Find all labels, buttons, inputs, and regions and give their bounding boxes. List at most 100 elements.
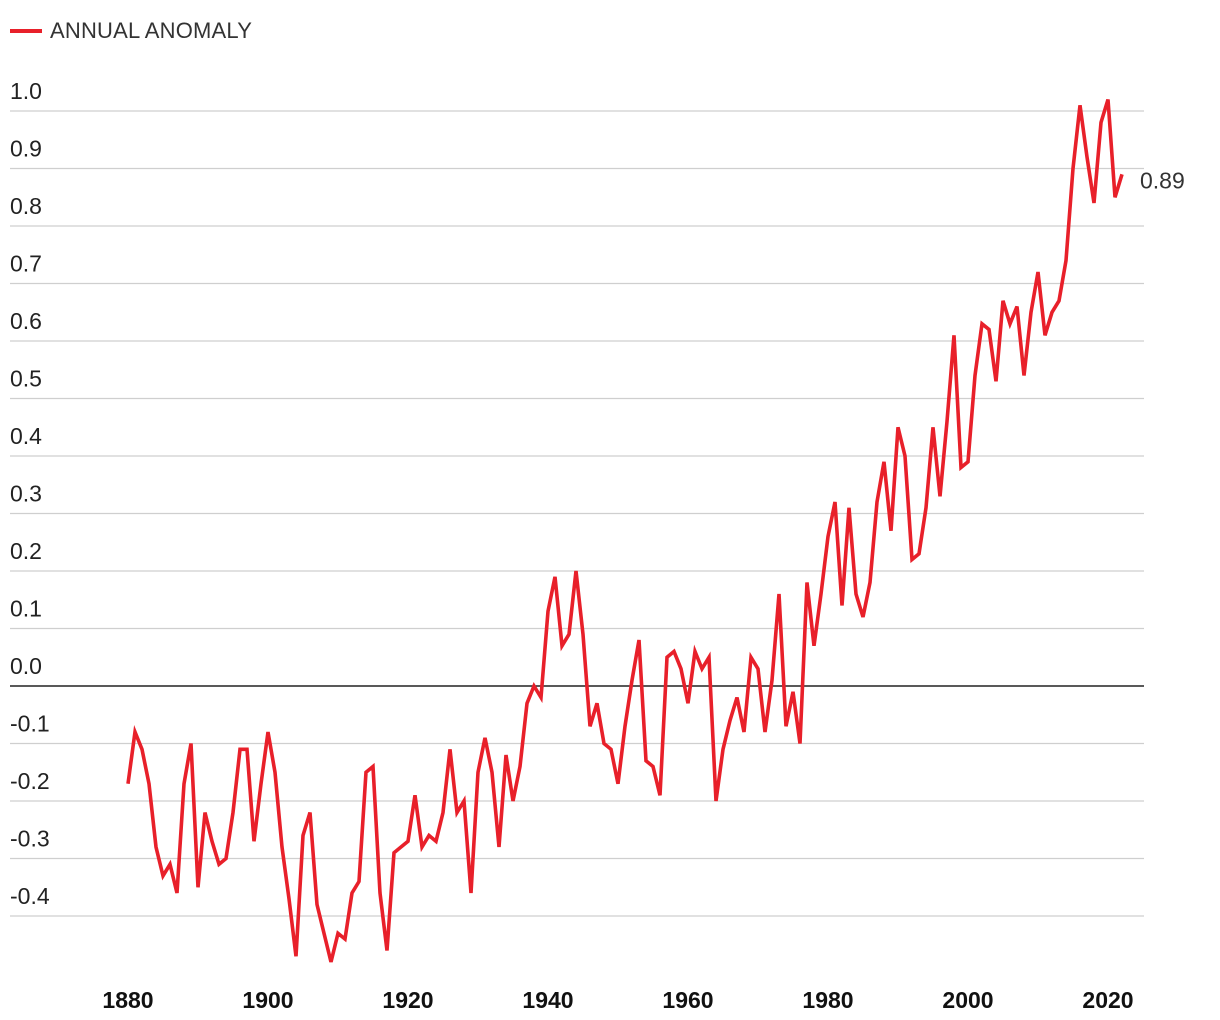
- data-point: [168, 863, 172, 867]
- x-tick-label: 1880: [102, 987, 153, 1013]
- y-tick-label: 0.8: [10, 193, 42, 219]
- data-point: [140, 748, 144, 752]
- data-point: [602, 742, 606, 746]
- data-point: [966, 460, 970, 464]
- data-point: [595, 702, 599, 706]
- data-point: [994, 380, 998, 384]
- data-point: [637, 638, 641, 642]
- y-axis-ticks: 1.0 0.9 0.8 0.7 0.6 0.5 0.4 0.3 0.2 0.1 0.0 -0.1 -0.…: [10, 78, 50, 909]
- y-tick-label: -0.1: [10, 711, 50, 737]
- x-tick-label: 1960: [662, 987, 713, 1013]
- data-point: [833, 500, 837, 504]
- data-point: [714, 799, 718, 803]
- data-point: [574, 569, 578, 573]
- data-point: [658, 794, 662, 798]
- data-point: [791, 690, 795, 694]
- data-point: [847, 506, 851, 510]
- data-point: [154, 845, 158, 849]
- y-tick-label: 0.5: [10, 366, 42, 392]
- data-point: [826, 535, 830, 539]
- x-tick-label: 1940: [522, 987, 573, 1013]
- x-tick-label: 1980: [802, 987, 853, 1013]
- data-point: [973, 374, 977, 378]
- data-point: [329, 960, 333, 964]
- data-point: [1120, 173, 1124, 177]
- y-tick-label: 0.4: [10, 423, 42, 449]
- data-point: [609, 748, 613, 752]
- data-point: [749, 656, 753, 660]
- y-tick-label: 0.6: [10, 308, 42, 334]
- data-point: [336, 932, 340, 936]
- data-point: [777, 592, 781, 596]
- y-tick-label: 0.7: [10, 251, 42, 277]
- data-point: [315, 903, 319, 907]
- data-point: [469, 891, 473, 895]
- data-point: [532, 684, 536, 688]
- data-point: [175, 891, 179, 895]
- data-point: [196, 886, 200, 890]
- data-point: [693, 650, 697, 654]
- data-point: [756, 667, 760, 671]
- data-point: [812, 644, 816, 648]
- data-point: [581, 633, 585, 637]
- x-axis-ticks: 1880 1900 1920 1940 1960 1980 2000 2020: [102, 987, 1133, 1013]
- data-point: [546, 610, 550, 614]
- data-point: [392, 851, 396, 855]
- data-point: [518, 765, 522, 769]
- data-point: [476, 771, 480, 775]
- data-point: [1050, 311, 1054, 315]
- data-point: [735, 696, 739, 700]
- data-point: [378, 891, 382, 895]
- data-point: [462, 799, 466, 803]
- data-point: [945, 420, 949, 424]
- y-tick-label: -0.2: [10, 768, 50, 794]
- data-point: [679, 667, 683, 671]
- data-point: [952, 334, 956, 338]
- y-tick-label: 0.1: [10, 596, 42, 622]
- y-tick-label: 0.9: [10, 136, 42, 162]
- data-point: [959, 466, 963, 470]
- x-tick-label: 1900: [242, 987, 293, 1013]
- data-point: [371, 765, 375, 769]
- data-point: [1106, 98, 1110, 102]
- data-point: [280, 845, 284, 849]
- data-point: [896, 426, 900, 430]
- data-point: [889, 529, 893, 533]
- data-point: [1029, 311, 1033, 315]
- legend-swatch: [10, 29, 42, 33]
- data-point: [133, 730, 137, 734]
- data-point: [630, 679, 634, 683]
- data-point: [651, 765, 655, 769]
- data-point: [182, 782, 186, 786]
- data-point: [1043, 334, 1047, 338]
- data-point: [875, 500, 879, 504]
- data-point: [840, 604, 844, 608]
- legend: ANNUAL ANOMALY: [10, 16, 252, 46]
- data-point: [413, 794, 417, 798]
- data-point: [511, 799, 515, 803]
- data-point: [665, 656, 669, 660]
- data-point: [308, 811, 312, 815]
- data-point: [805, 581, 809, 585]
- data-point: [427, 834, 431, 838]
- data-point: [224, 857, 228, 861]
- data-point: [1078, 104, 1082, 108]
- data-point: [1001, 299, 1005, 303]
- data-point: [784, 725, 788, 729]
- data-point: [504, 753, 508, 757]
- data-point: [560, 644, 564, 648]
- data-point: [434, 840, 438, 844]
- data-point: [903, 454, 907, 458]
- data-point: [644, 759, 648, 763]
- data-point: [1022, 374, 1026, 378]
- data-point: [147, 782, 151, 786]
- data-point: [616, 782, 620, 786]
- data-point: [322, 932, 326, 936]
- data-point: [553, 575, 557, 579]
- data-point: [455, 811, 459, 815]
- data-point: [1071, 167, 1075, 171]
- data-point: [294, 955, 298, 959]
- data-point: [1064, 259, 1068, 263]
- data-point: [231, 811, 235, 815]
